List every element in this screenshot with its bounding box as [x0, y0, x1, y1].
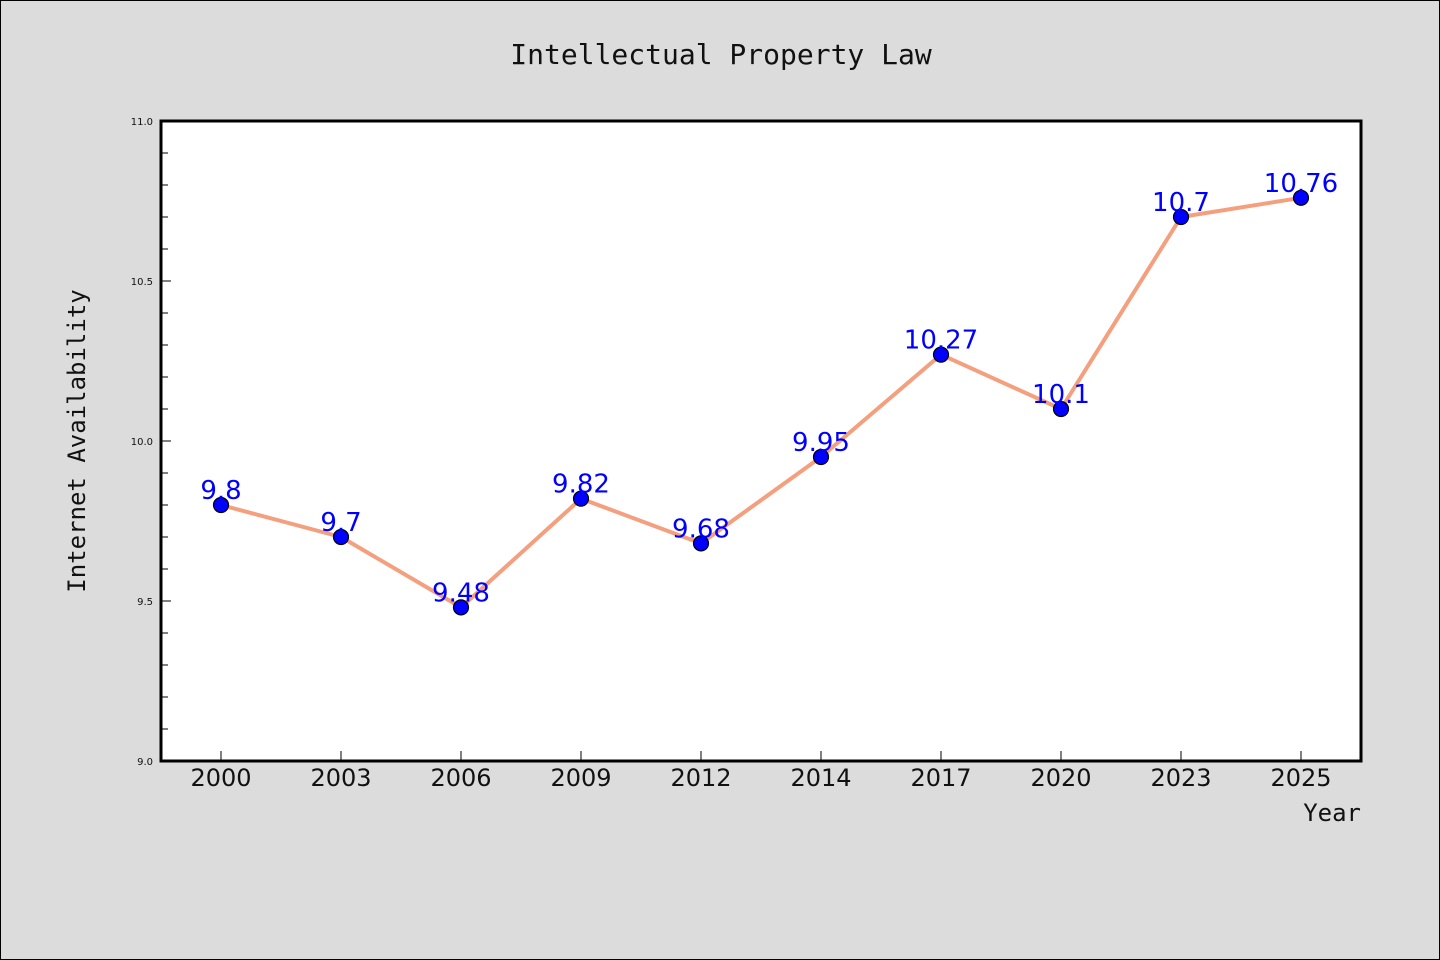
x-axis-ticks: 2000 2003 2006 2009 2012 2014 2017 2020 2023 2025 — [190, 751, 1332, 792]
data-value-label: 9.8 — [200, 476, 241, 506]
data-value-label: 9.68 — [672, 514, 730, 544]
data-value-label: 10.7 — [1152, 188, 1210, 218]
data-point-marker — [452, 599, 470, 616]
data-point-marker — [1052, 400, 1070, 418]
data-point-marker — [212, 496, 230, 514]
series-line-group — [219, 195, 1303, 610]
data-value-label: 9.48 — [432, 578, 490, 608]
data-point-marker — [572, 490, 590, 507]
y-tick-label: 10.5 — [131, 277, 153, 288]
data-point-marker — [1292, 189, 1310, 206]
data-point-marker — [932, 346, 950, 363]
data-point-marker — [812, 448, 830, 466]
data-markers — [212, 189, 1310, 616]
data-value-label: 9.95 — [792, 428, 850, 458]
data-point-marker — [692, 535, 710, 552]
x-tick-label: 2000 — [190, 764, 251, 792]
data-value-label: 10.76 — [1264, 169, 1338, 199]
x-tick-label: 2020 — [1030, 764, 1091, 792]
y-axis-label: Internet Availability — [63, 289, 91, 592]
x-axis-label: Year — [1303, 799, 1361, 827]
data-value-label: 10.27 — [904, 326, 978, 356]
x-tick-label: 2014 — [790, 764, 851, 792]
y-tick-label: 9.0 — [137, 757, 153, 768]
x-tick-label: 2009 — [550, 764, 611, 792]
data-point-marker — [1172, 208, 1190, 226]
series-line — [219, 195, 1303, 610]
y-tick-label: 10.0 — [131, 437, 153, 448]
data-labels: 9.8 9.7 9.48 9.82 9.68 9.95 10.27 10.1 10.7 10.76 — [200, 169, 1338, 609]
plot-frame — [159, 119, 1363, 763]
plot-area — [161, 121, 1361, 761]
x-tick-label: 2023 — [1150, 764, 1211, 792]
data-point-marker — [332, 528, 350, 546]
chart-title: Intellectual Property Law — [510, 38, 932, 71]
x-tick-label: 2006 — [430, 764, 491, 792]
data-value-label: 9.82 — [552, 470, 610, 500]
x-tick-label: 2012 — [670, 764, 731, 792]
y-tick-label: 9.5 — [137, 597, 153, 608]
x-tick-label: 2003 — [310, 764, 371, 792]
data-value-label: 10.1 — [1032, 380, 1090, 410]
data-value-label: 9.7 — [320, 508, 361, 538]
x-tick-label: 2025 — [1270, 764, 1331, 792]
y-tick-label: 11.0 — [131, 117, 153, 128]
x-tick-label: 2017 — [910, 764, 971, 792]
